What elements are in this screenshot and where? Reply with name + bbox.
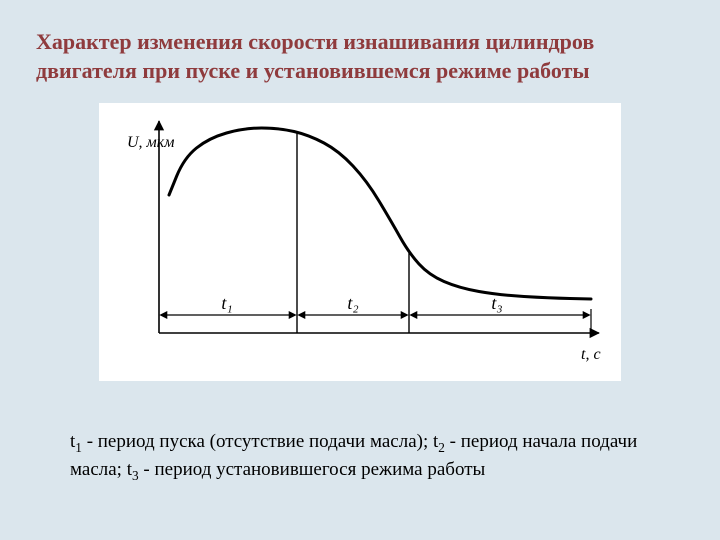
t2-subscript: 2: [438, 440, 445, 455]
caption-t1: t1 - период пуска (отсутствие подачи мас…: [70, 431, 433, 452]
svg-text:t, c: t, c: [581, 346, 601, 363]
t1-text: - период пуска (отсутствие подачи масла)…: [82, 431, 433, 452]
t1-subscript: 1: [75, 440, 82, 455]
slide-page: Характер изменения скорости изнашивания …: [0, 0, 720, 540]
svg-text:t₂: t₂: [347, 293, 358, 313]
caption-t3: t3 - период установившегося режима работ…: [127, 459, 486, 480]
wear-rate-chart: U, мкм t, c t₁ t₂ t₃: [99, 103, 621, 381]
svg-text:t₃: t₃: [491, 293, 502, 313]
svg-text:U, мкм: U, мкм: [127, 134, 174, 151]
slide-title: Характер изменения скорости изнашивания …: [36, 28, 684, 85]
chart-svg: U, мкм t, c t₁ t₂ t₃: [99, 103, 621, 381]
svg-text:t₁: t₁: [221, 293, 232, 313]
t3-subscript: 3: [132, 468, 139, 483]
t3-text: - период установившегося режима работы: [139, 459, 486, 480]
chart-caption: t1 - период пуска (отсутствие подачи мас…: [70, 429, 650, 484]
